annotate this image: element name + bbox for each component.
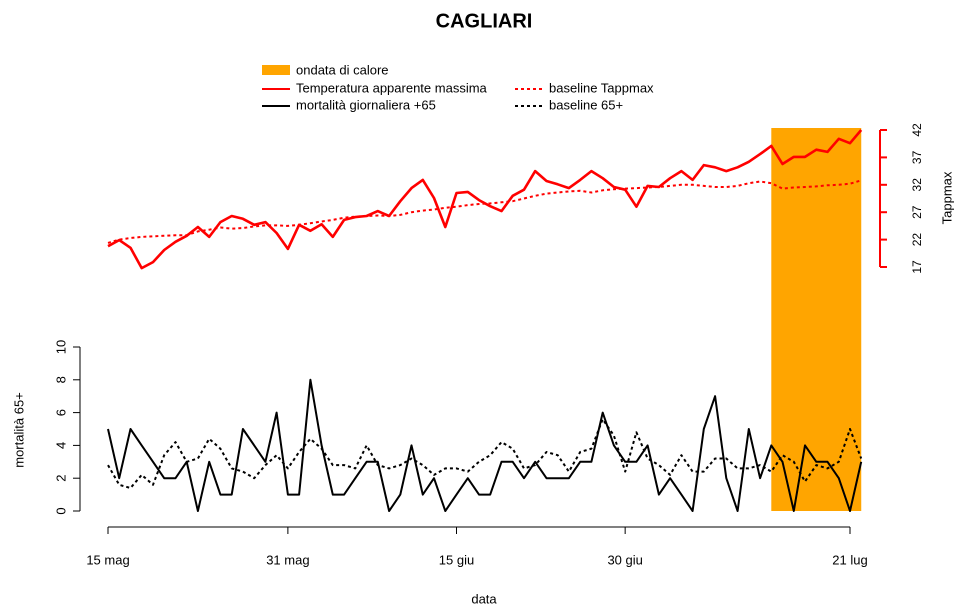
legend-label: mortalità giornaliera +65 xyxy=(296,97,436,112)
x-tick-label: 15 giu xyxy=(439,552,474,567)
y2-tick-label: 32 xyxy=(910,178,924,192)
y-tick-label: 6 xyxy=(53,409,68,416)
y2-tick-label: 42 xyxy=(910,123,924,137)
legend-label: baseline 65+ xyxy=(549,97,623,112)
legend-label: Temperatura apparente massima xyxy=(296,80,488,95)
series-line xyxy=(107,129,863,270)
y-tick-label: 10 xyxy=(53,340,68,354)
x-tick-label: 21 lug xyxy=(832,552,867,567)
y-tick-label: 8 xyxy=(53,376,68,383)
y2-tick-label: 37 xyxy=(910,150,924,164)
y2-axis-label: Tappmax xyxy=(939,171,954,224)
heatwave-band xyxy=(771,128,862,511)
y-tick-label: 0 xyxy=(53,507,68,514)
series-line xyxy=(107,418,863,489)
series-line xyxy=(107,378,863,512)
legend-swatch xyxy=(262,65,290,75)
chart-title: CAGLIARI xyxy=(436,10,533,32)
legend-label: ondata di calore xyxy=(296,62,389,77)
y2-tick-label: 17 xyxy=(910,260,924,274)
y-tick-label: 4 xyxy=(53,442,68,449)
y2-tick-label: 27 xyxy=(910,205,924,219)
y2-tick-label: 22 xyxy=(910,233,924,247)
legend-label: baseline Tappmax xyxy=(549,80,654,95)
series-line xyxy=(107,179,862,244)
x-axis-label: data xyxy=(471,591,497,606)
y-axis-label: mortalità 65+ xyxy=(11,392,26,468)
x-tick-label: 31 mag xyxy=(266,552,309,567)
x-tick-label: 15 mag xyxy=(86,552,129,567)
y-tick-label: 2 xyxy=(53,475,68,482)
x-tick-label: 30 giu xyxy=(607,552,642,567)
